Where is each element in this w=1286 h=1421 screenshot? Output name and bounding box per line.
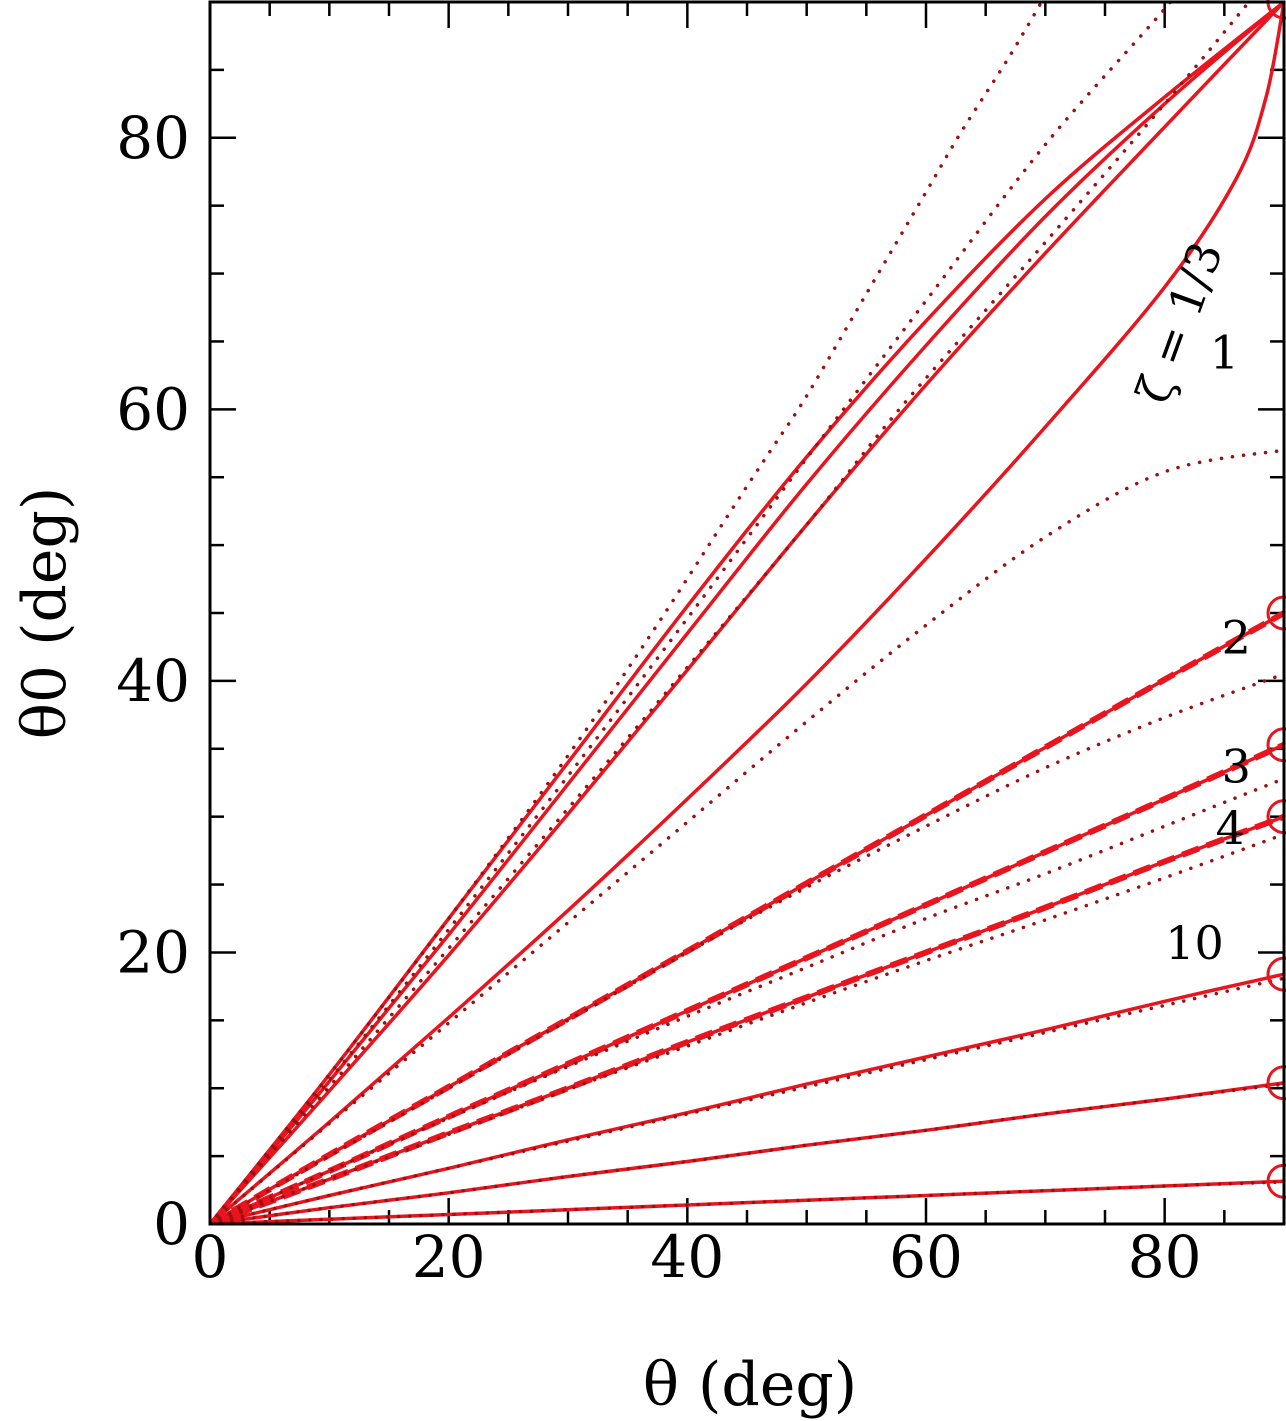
dotted-curve-14 xyxy=(210,672,1284,1224)
solid-curve-3 xyxy=(210,2,1284,1224)
y-tick-label: 20 xyxy=(116,918,190,986)
svg-text:θ0 (deg): θ0 (deg) xyxy=(10,487,80,740)
plot-frame xyxy=(208,0,1286,1226)
x-tick-label: 20 xyxy=(412,1223,486,1291)
x-tick-label: 80 xyxy=(1128,1223,1202,1291)
y-tick-label: 40 xyxy=(116,647,190,715)
dotted-curve-13 xyxy=(210,448,1284,1224)
x-tick-label: 60 xyxy=(889,1223,963,1291)
dashed-curve-5 xyxy=(210,741,1284,1224)
x-tick-label: 0 xyxy=(192,1223,229,1291)
dashed-curve-6 xyxy=(210,813,1284,1224)
curve-label-4: 4 xyxy=(1216,801,1245,855)
dotted-curve-10 xyxy=(210,2,1044,1224)
solid-curve-8 xyxy=(210,1081,1284,1224)
dotted-curve-15 xyxy=(210,776,1284,1224)
curve-label-3: 3 xyxy=(1222,740,1251,794)
series-layer xyxy=(210,2,1284,1224)
solid-curve-7 xyxy=(210,972,1284,1224)
curve-label-0: ζ = 1/3 xyxy=(1126,235,1234,410)
y-axis-title: θ0 (deg) xyxy=(10,487,80,740)
curve-annotations: ζ = 1/31 2 3 4 10 xyxy=(1126,235,1251,970)
solid-curve-0 xyxy=(210,2,1284,1224)
curve-label-1: 1 xyxy=(1210,326,1239,380)
y-tick-label: 60 xyxy=(116,375,190,443)
x-axis-title: θ (deg) xyxy=(643,1350,857,1420)
dotted-curve-19 xyxy=(210,1180,1284,1224)
curve-label-2: 2 xyxy=(1222,611,1251,665)
x-tick-label: 40 xyxy=(650,1223,724,1291)
y-tick-label: 0 xyxy=(153,1190,190,1258)
solid-curve-2 xyxy=(210,2,1284,1224)
curve-label-5: 10 xyxy=(1165,916,1224,970)
solid-curve-1 xyxy=(210,2,1284,1224)
tick-labels: 0 20 40 60 80 0 20 40 60 80 xyxy=(116,104,1201,1291)
dotted-curve-11 xyxy=(210,2,1173,1224)
dashed-curve-4 xyxy=(210,610,1284,1224)
y-tick-label: 80 xyxy=(116,104,190,172)
